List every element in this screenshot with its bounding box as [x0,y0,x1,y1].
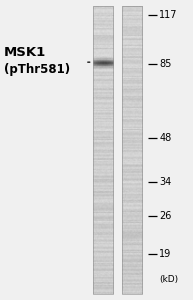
Text: 48: 48 [159,134,171,143]
Text: (pThr581): (pThr581) [4,62,70,76]
Text: 85: 85 [159,58,172,69]
Text: (kD): (kD) [159,275,178,284]
Text: 34: 34 [159,177,171,187]
Text: 117: 117 [159,10,178,20]
Text: 19: 19 [159,249,171,259]
Text: 26: 26 [159,211,172,221]
Bar [122,6,142,294]
Text: MSK1: MSK1 [4,46,46,59]
Bar [93,6,113,294]
